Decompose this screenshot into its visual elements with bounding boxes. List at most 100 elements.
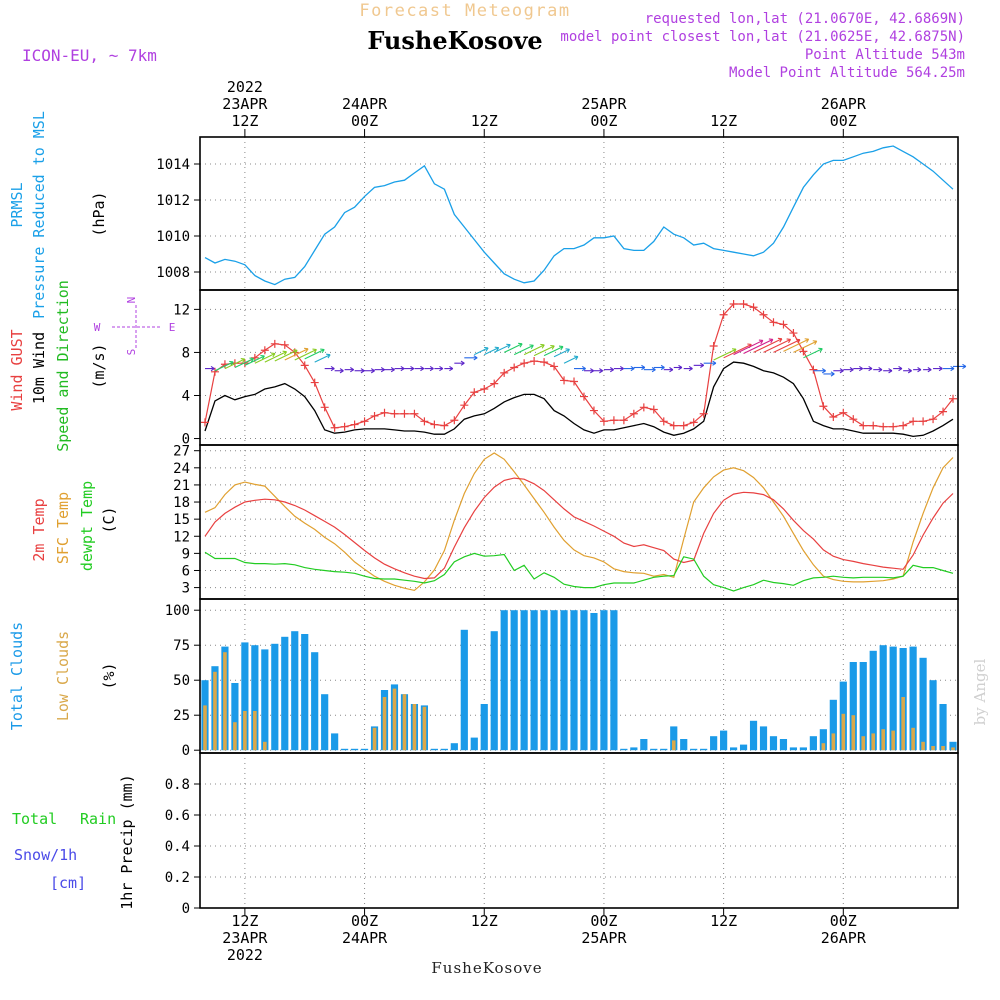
wind-direction-arrowhead: [249, 357, 254, 363]
total-clouds-bar: [680, 739, 688, 751]
gust-marker: [490, 379, 499, 388]
compass-north: N: [125, 297, 138, 304]
temp-sfc-label: SFC Temp: [54, 492, 72, 564]
total-clouds-bar: [311, 652, 319, 751]
gust-marker: [330, 423, 339, 432]
total-clouds-bar: [620, 748, 628, 751]
wind-direction-arrow: [713, 348, 737, 361]
wind-direction-arrowhead: [917, 367, 922, 373]
gust-marker: [570, 377, 579, 386]
wind-direction-arrow: [513, 344, 534, 356]
top-time-label: 00Z: [590, 112, 617, 130]
low-clouds-bar: [831, 733, 836, 751]
total-clouds-bar: [231, 683, 239, 751]
gust-marker: [410, 409, 419, 418]
wind-dir-label: Speed and Direction: [54, 280, 72, 452]
wind-direction-arrow: [214, 361, 234, 372]
wind-unit: (m/s): [90, 343, 108, 388]
wind-direction-arrowhead: [888, 368, 893, 374]
bottom-time-label: 26APR: [821, 929, 867, 947]
y-tick-label: 9: [182, 546, 190, 562]
wind-direction-arrowhead: [573, 355, 579, 361]
y-tick-label: 24: [173, 461, 190, 477]
wind-direction-arrowhead: [282, 350, 288, 356]
gust-marker: [430, 420, 439, 429]
wind-direction-arrowhead: [927, 367, 932, 373]
wind-direction-arrowhead: [449, 365, 454, 372]
wind-direction-arrowhead: [518, 342, 523, 348]
wind-direction-arrowhead: [907, 368, 912, 374]
gust-marker: [789, 329, 798, 338]
wind-direction-arrowhead: [839, 368, 844, 374]
y-tick-label: 21: [173, 478, 190, 494]
wind-direction-arrow: [733, 339, 764, 356]
bottom-time-label: 12Z: [471, 912, 498, 930]
total-clouds-bar: [440, 748, 448, 751]
pressure-unit: (hPa): [90, 191, 108, 236]
wind-direction-arrowhead: [240, 358, 246, 363]
wind-direction-arrowhead: [581, 365, 586, 372]
top-time-label: 00Z: [830, 112, 857, 130]
wind-direction-arrowhead: [821, 368, 826, 374]
low-clouds-bar: [851, 715, 856, 751]
wind-direction-arrowhead: [473, 355, 478, 361]
wind-direction-arrow: [234, 358, 254, 368]
wind-direction-arrowhead: [868, 365, 873, 372]
low-clouds-bar: [931, 746, 935, 751]
wind-direction-arrowhead: [898, 365, 903, 372]
wind-direction-arrow: [294, 349, 317, 361]
y-tick-label: 1014: [156, 157, 190, 173]
temp-dewpt-label: dewpt Temp: [78, 481, 96, 571]
wind-direction-arrowhead: [758, 339, 764, 345]
gust-marker: [460, 401, 469, 410]
wind-direction-arrowhead: [293, 349, 298, 354]
y-tick-label: 75: [173, 638, 190, 654]
temp-unit: (C): [100, 506, 118, 533]
low-clouds-bar: [263, 741, 267, 751]
wind-direction-arrowhead: [786, 338, 792, 344]
total-clouds-bar: [819, 729, 827, 751]
low-clouds-bar: [372, 727, 377, 751]
total-clouds-bar: [271, 643, 279, 751]
gust-marker: [649, 405, 658, 414]
total-clouds-bar: [929, 680, 937, 751]
total-clouds-bar: [500, 610, 508, 751]
gust-marker: [759, 310, 768, 319]
y-tick-label: 0.4: [165, 839, 190, 855]
gust-marker: [709, 341, 718, 350]
gust-marker: [470, 388, 479, 397]
low-clouds-bar: [891, 730, 895, 751]
gust-marker: [719, 310, 728, 319]
gust-marker: [210, 367, 219, 376]
total-clouds-bar: [690, 748, 698, 751]
total-clouds-bar: [650, 748, 658, 751]
total-clouds-bar: [470, 737, 478, 751]
precip-axis-label: 1hr Precip (mm): [118, 774, 136, 909]
wind-direction-arrow: [284, 348, 309, 361]
low-clouds-bar: [392, 688, 397, 751]
y-tick-label: 6: [182, 563, 190, 579]
wind-direction-arrow: [723, 343, 752, 359]
gust-marker: [869, 421, 878, 430]
bottom-time-label: 12Z: [231, 912, 258, 930]
total-clouds-bar: [600, 610, 608, 751]
gust-marker: [520, 359, 529, 368]
gust-marker: [510, 363, 519, 372]
gust-marker: [839, 408, 848, 417]
pressure-line: [204, 145, 954, 286]
temp-2m-line: [204, 477, 954, 580]
total-clouds-bar: [570, 610, 578, 751]
gust-marker: [669, 421, 678, 430]
low-clouds-bar: [861, 736, 866, 751]
total-clouds-bar: [859, 662, 867, 751]
wind-direction-arrowhead: [529, 344, 534, 350]
gust-marker: [270, 339, 279, 348]
low-clouds-bar: [921, 741, 925, 751]
total-clouds-bar: [700, 748, 708, 751]
y-tick-label: 12: [173, 529, 190, 545]
gust-marker: [939, 407, 948, 416]
panel-frame: [199, 752, 959, 909]
y-tick-label: 18: [173, 495, 190, 511]
total-clouds-bar: [360, 748, 369, 751]
